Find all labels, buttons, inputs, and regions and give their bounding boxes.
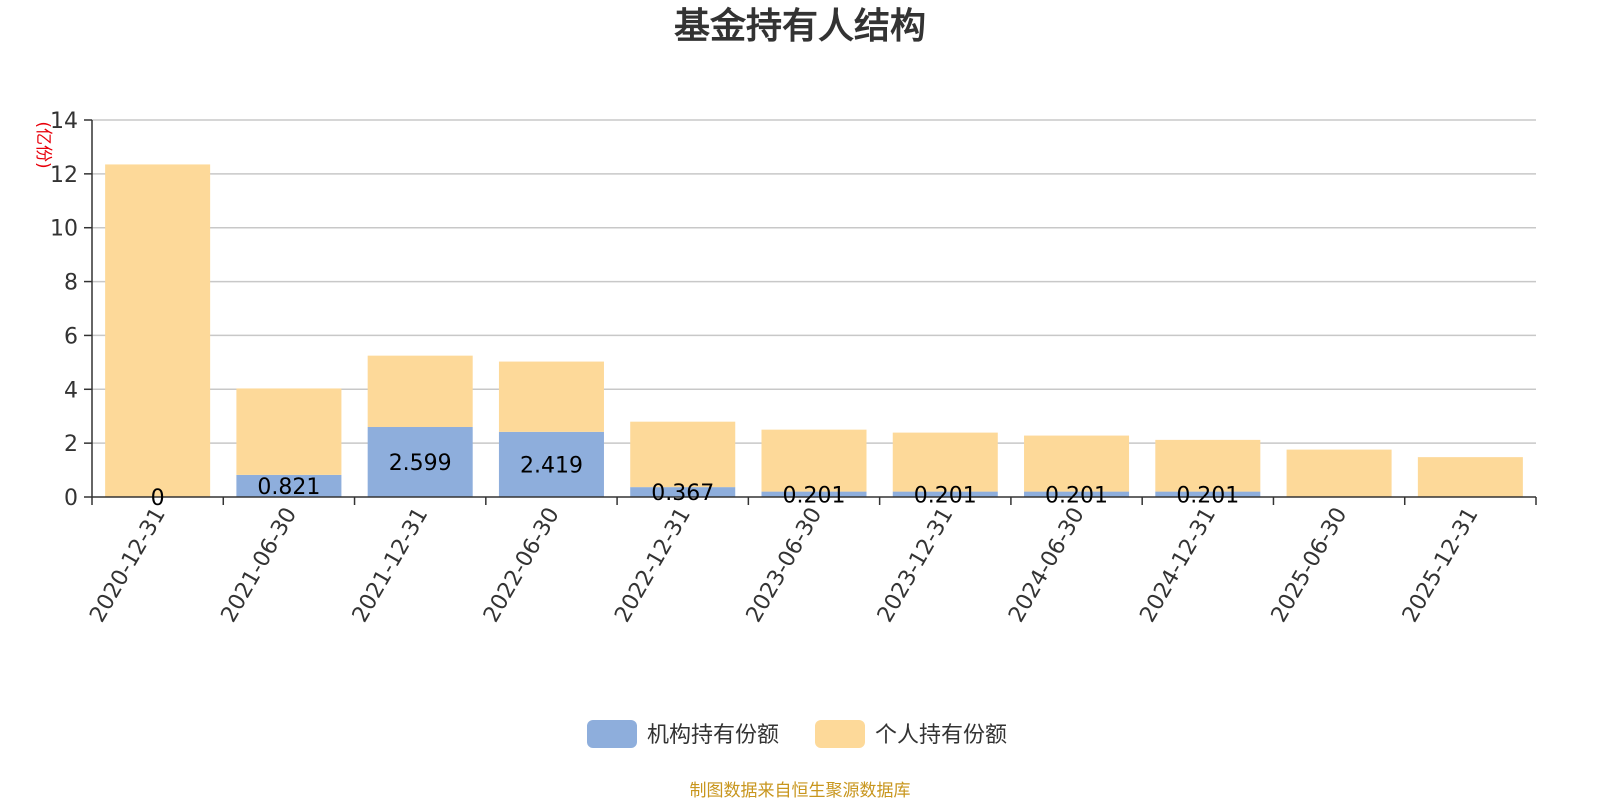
legend-swatch-0[interactable] xyxy=(587,720,637,748)
data-label: 0.367 xyxy=(651,481,714,506)
x-tick-label: 2022-06-30 xyxy=(479,504,565,627)
bar-series-0[interactable] xyxy=(630,487,736,497)
bar-series-1[interactable] xyxy=(1286,449,1392,497)
x-tick-label: 2023-12-31 xyxy=(873,504,959,627)
bar-series-0[interactable] xyxy=(236,474,342,497)
data-label: 2.419 xyxy=(520,453,583,478)
y-tick-label: 0 xyxy=(64,486,78,511)
bar-series-1[interactable] xyxy=(1024,435,1130,492)
y-axis-unit: (亿份) xyxy=(33,121,53,168)
x-tick-label: 2021-12-31 xyxy=(348,504,434,627)
x-tick-label: 2023-06-30 xyxy=(742,504,828,627)
y-tick-label: 8 xyxy=(64,271,78,296)
y-tick-label: 12 xyxy=(50,163,78,188)
x-tick-label: 2024-12-31 xyxy=(1135,504,1221,627)
x-tick-label: 2025-06-30 xyxy=(1267,504,1353,627)
bar-series-0[interactable] xyxy=(1155,491,1261,497)
legend-swatch-1[interactable] xyxy=(815,720,865,748)
bar-series-0[interactable] xyxy=(367,427,473,497)
y-tick-label: 2 xyxy=(64,432,78,457)
bar-series-0[interactable] xyxy=(892,491,998,497)
x-tick-label: 2024-06-30 xyxy=(1004,504,1090,627)
x-tick-label: 2025-12-31 xyxy=(1398,504,1484,627)
data-label: 0.201 xyxy=(1045,483,1108,508)
x-tick-label: 2022-12-31 xyxy=(610,504,696,627)
axes-group: 0 2 4 6 8 10 12 14 2020-12-31 2021-06-30 2021-12-3… xyxy=(50,109,1537,627)
bar-series-0[interactable] xyxy=(1024,491,1130,497)
data-label: 0.201 xyxy=(783,483,846,508)
data-labels-group: 0 0.821 2.599 2.419 0.367 0.201 0.201 0.201 0.20… xyxy=(151,451,1240,511)
bar-series-1[interactable] xyxy=(1417,457,1523,497)
bar-series-1[interactable] xyxy=(498,361,604,432)
bar-series-0[interactable] xyxy=(761,491,867,497)
data-label: 2.599 xyxy=(389,451,452,476)
legend: 机构持有份额 个人持有份额 xyxy=(587,720,1007,748)
bar-series-1[interactable] xyxy=(367,355,473,428)
data-label: 0.201 xyxy=(1176,483,1239,508)
legend-label-1[interactable]: 个人持有份额 xyxy=(875,723,1007,748)
y-tick-label: 4 xyxy=(64,378,78,403)
data-label: 0.201 xyxy=(914,483,977,508)
x-tick-label: 2021-06-30 xyxy=(217,504,303,627)
source-note: 制图数据来自恒生聚源数据库 xyxy=(690,781,911,800)
bar-series-1[interactable] xyxy=(761,429,867,492)
bar-series-1[interactable] xyxy=(236,388,342,475)
y-tick-label: 10 xyxy=(50,217,78,242)
data-label: 0.821 xyxy=(257,475,320,500)
y-tick-label: 6 xyxy=(64,324,78,349)
x-tick-label: 2020-12-31 xyxy=(85,504,171,627)
data-label: 0 xyxy=(151,486,165,511)
bar-series-1[interactable] xyxy=(105,164,211,498)
bar-series-0[interactable] xyxy=(498,431,604,497)
legend-label-0[interactable]: 机构持有份额 xyxy=(647,723,779,748)
bar-series-1[interactable] xyxy=(1155,439,1261,492)
bar-series-1[interactable] xyxy=(630,421,736,488)
chart-title: 基金持有人结构 xyxy=(674,5,926,47)
bar-series-1[interactable] xyxy=(892,432,998,492)
y-tick-label: 14 xyxy=(50,109,78,134)
bars-group xyxy=(105,164,1523,498)
